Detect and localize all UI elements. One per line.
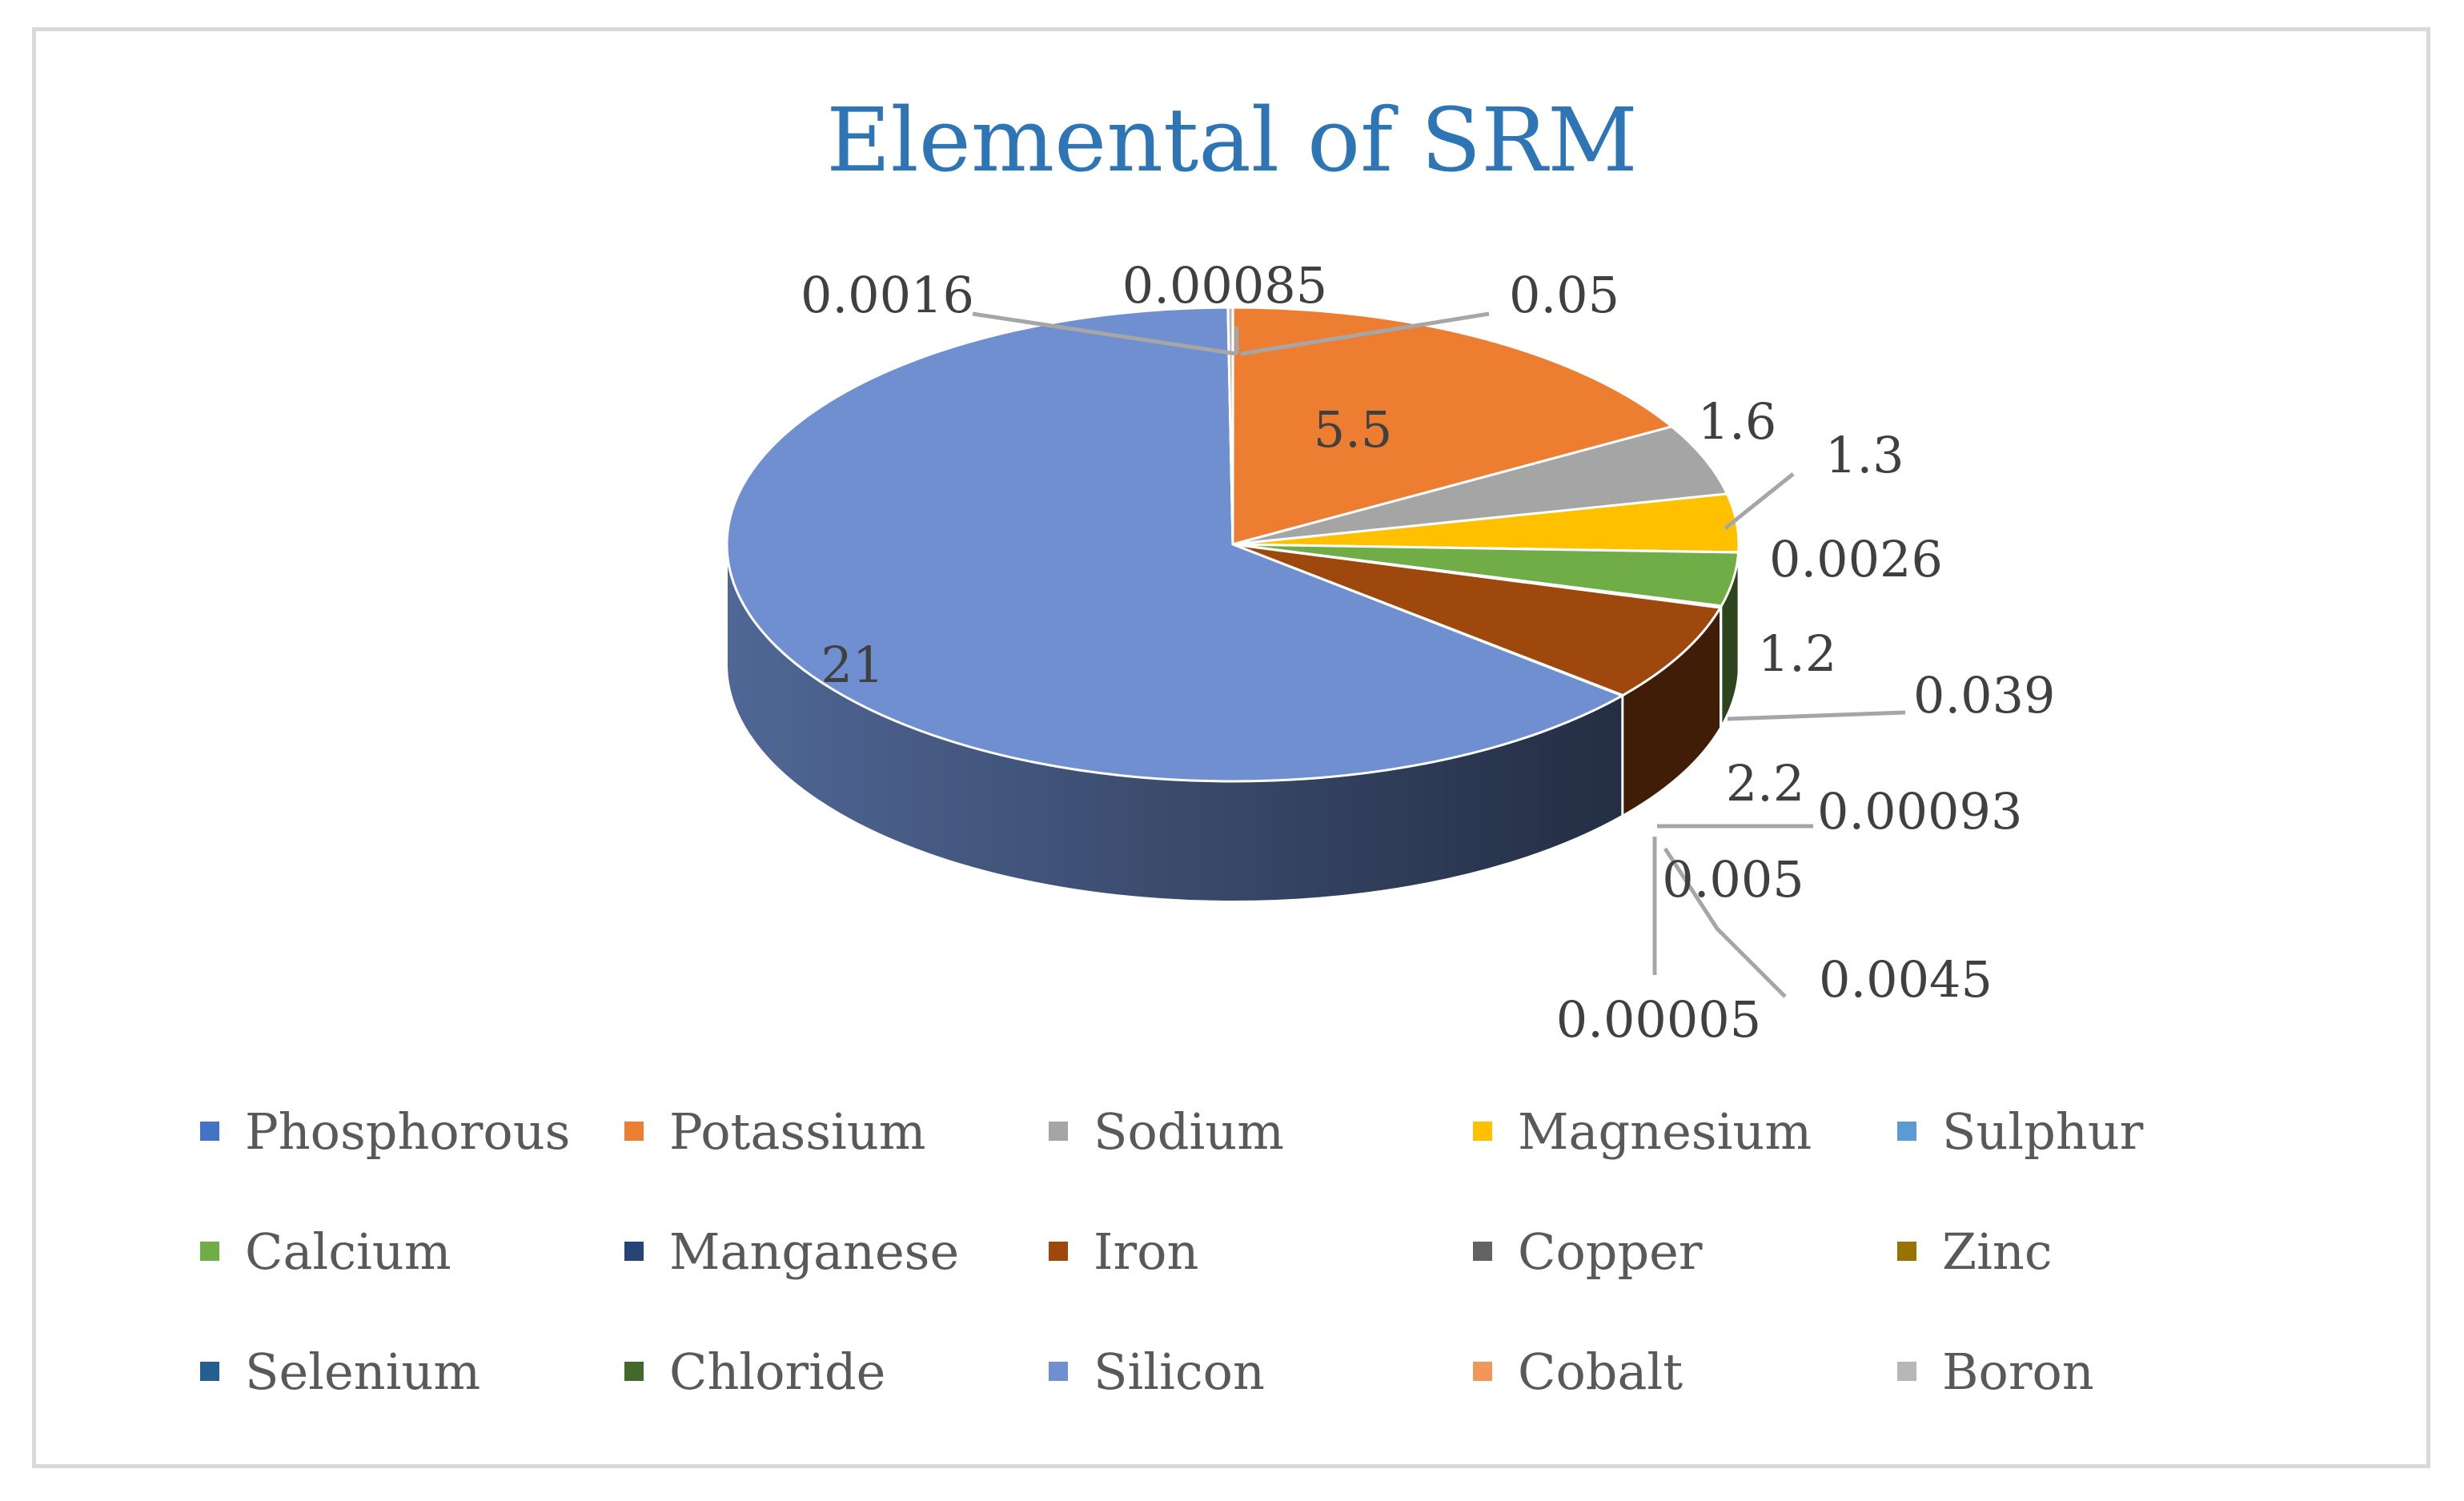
legend-item-calcium: Calcium [200,1217,624,1286]
legend-label: Potassium [669,1102,926,1161]
legend-swatch [624,1362,644,1381]
legend-swatch [1897,1362,1916,1381]
data-label-silicon: 21 [821,636,885,694]
legend-label: Chloride [669,1342,886,1401]
legend-item-selenium: Selenium [200,1337,624,1406]
chart-title: Elemental of SRM [826,89,1638,191]
pie-slice-sodium [1232,425,1729,546]
legend-label: Selenium [245,1342,481,1401]
data-label-magnesium: 1.3 [1825,426,1904,484]
pie-slice-boron [1226,306,1234,545]
data-label-copper: 0.00093 [1817,782,2022,841]
legend-label: Phosphorous [245,1102,571,1161]
data-label-chloride: 0.005 [1662,850,1804,909]
data-label-calcium: 1.2 [1758,624,1837,683]
legend-item-potassium: Potassium [624,1097,1049,1166]
legend-item-chloride: Chloride [624,1337,1049,1406]
leader-line-phosphorous [972,311,1238,356]
legend-item-cobalt: Cobalt [1473,1337,1897,1406]
legend-label: Iron [1094,1222,1199,1281]
legend-swatch [1897,1242,1916,1261]
legend-label: Copper [1518,1222,1703,1281]
data-label-selenium: 0.00005 [1556,990,1761,1049]
legend-label: Silicon [1094,1342,1265,1401]
legend-label: Manganese [669,1222,960,1281]
data-label-zinc: 0.0045 [1819,950,1992,1009]
pie-slice-iron [1232,543,1723,697]
data-label-boron: 0.05 [1509,266,1619,324]
pie-slice-silicon [725,306,1625,783]
legend-item-sodium: Sodium [1049,1097,1473,1166]
leader-line-zinc [1663,847,1787,998]
legend-swatch [1049,1362,1068,1381]
leader-line-boron [1240,311,1490,356]
legend-item-boron: Boron [1897,1337,2322,1406]
legend-swatch [1049,1122,1068,1141]
legend-swatch [1473,1122,1492,1141]
data-label-iron: 2.2 [1726,754,1805,813]
legend-label: Zinc [1942,1222,2053,1281]
legend-label: Boron [1942,1342,2094,1401]
legend-item-silicon: Silicon [1049,1337,1473,1406]
legend-item-copper: Copper [1473,1217,1897,1286]
legend-swatch [1897,1122,1916,1141]
legend-swatch [624,1122,644,1141]
pie-slice-potassium [1231,306,1675,546]
data-label-potassium: 5.5 [1314,400,1393,459]
legend-swatch [624,1242,644,1261]
legend-label: Cobalt [1518,1342,1683,1401]
legend-swatch [200,1122,219,1141]
data-label-phosphorous: 0.0016 [801,266,974,324]
chart-legend: Phosphorous Potassium Sodium Magnesium Sulph… [200,1097,2281,1406]
legend-label: Calcium [245,1222,451,1281]
legend-item-iron: Iron [1049,1217,1473,1286]
legend-swatch [1473,1362,1492,1381]
legend-item-sulphur: Sulphur [1897,1097,2322,1166]
legend-label: Sulphur [1942,1102,2144,1161]
pie-sides [726,544,1740,902]
data-label-cobalt: 0.00085 [1122,256,1327,315]
data-label-manganese: 0.039 [1913,666,2056,724]
data-label-sulphur: 0.0026 [1769,530,1943,588]
legend-label: Magnesium [1518,1102,1812,1161]
legend-item-phosphorous: Phosphorous [200,1097,624,1166]
legend-swatch [1049,1242,1068,1261]
legend-swatch [200,1362,219,1381]
legend-swatch [200,1242,219,1261]
legend-swatch [1473,1242,1492,1261]
data-label-sodium: 1.6 [1698,392,1777,451]
leader-line-magnesium [1724,472,1795,530]
leader-line-manganese [1727,710,1906,721]
legend-label: Sodium [1094,1102,1285,1161]
legend-item-manganese: Manganese [624,1217,1049,1286]
legend-item-zinc: Zinc [1897,1217,2322,1286]
pie-tops [725,306,1740,783]
legend-item-magnesium: Magnesium [1473,1097,1897,1166]
